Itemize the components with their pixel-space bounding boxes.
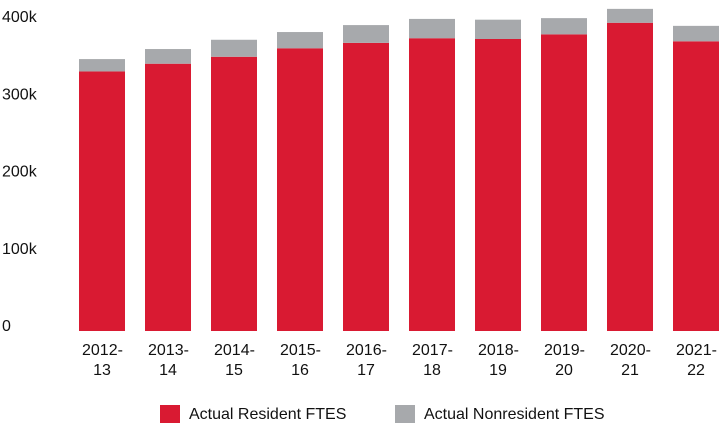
bar-segment	[607, 22, 653, 332]
bar-segment	[541, 34, 587, 332]
x-tick-label: 2021-22	[676, 342, 717, 379]
y-tick-label: 200k	[2, 164, 38, 181]
bar-segment	[541, 18, 587, 35]
bar-segment	[79, 71, 125, 331]
bar-segment	[409, 18, 455, 39]
x-tick-label: 2017-18	[412, 342, 453, 379]
x-tick-label: 2019-20	[544, 342, 585, 379]
legend-label: Actual Nonresident FTES	[424, 406, 605, 423]
bar-segment	[211, 56, 257, 331]
bar-segment	[145, 63, 191, 332]
x-tick-label: 2012-13	[82, 342, 123, 379]
bar-segment	[673, 25, 719, 42]
bar-segment	[343, 25, 389, 43]
bar-segment	[343, 42, 389, 332]
bar-segment	[607, 8, 653, 23]
bar-segment	[475, 19, 521, 39]
legend-swatch	[160, 405, 180, 423]
bar-segment	[409, 38, 455, 331]
bar-segment	[277, 48, 323, 331]
bar-segment	[145, 49, 191, 64]
bar-segment	[475, 38, 521, 332]
y-tick-label: 300k	[2, 86, 38, 103]
x-tick-label: 2015-16	[280, 342, 321, 379]
bar-segment	[211, 39, 257, 57]
bar-segment	[79, 59, 125, 72]
y-tick-label: 400k	[2, 9, 38, 26]
bar-segment	[673, 41, 719, 331]
legend-label: Actual Resident FTES	[189, 406, 346, 423]
bar-segment	[277, 32, 323, 49]
legend-swatch	[395, 405, 415, 423]
y-tick-label: 100k	[2, 241, 38, 258]
x-tick-label: 2014-15	[214, 342, 255, 379]
x-tick-label: 2013-14	[148, 342, 189, 379]
x-tick-label: 2018-19	[478, 342, 519, 379]
y-tick-label: 0	[2, 318, 11, 335]
x-tick-label: 2016-17	[346, 342, 387, 379]
x-tick-label: 2020-21	[610, 342, 651, 379]
